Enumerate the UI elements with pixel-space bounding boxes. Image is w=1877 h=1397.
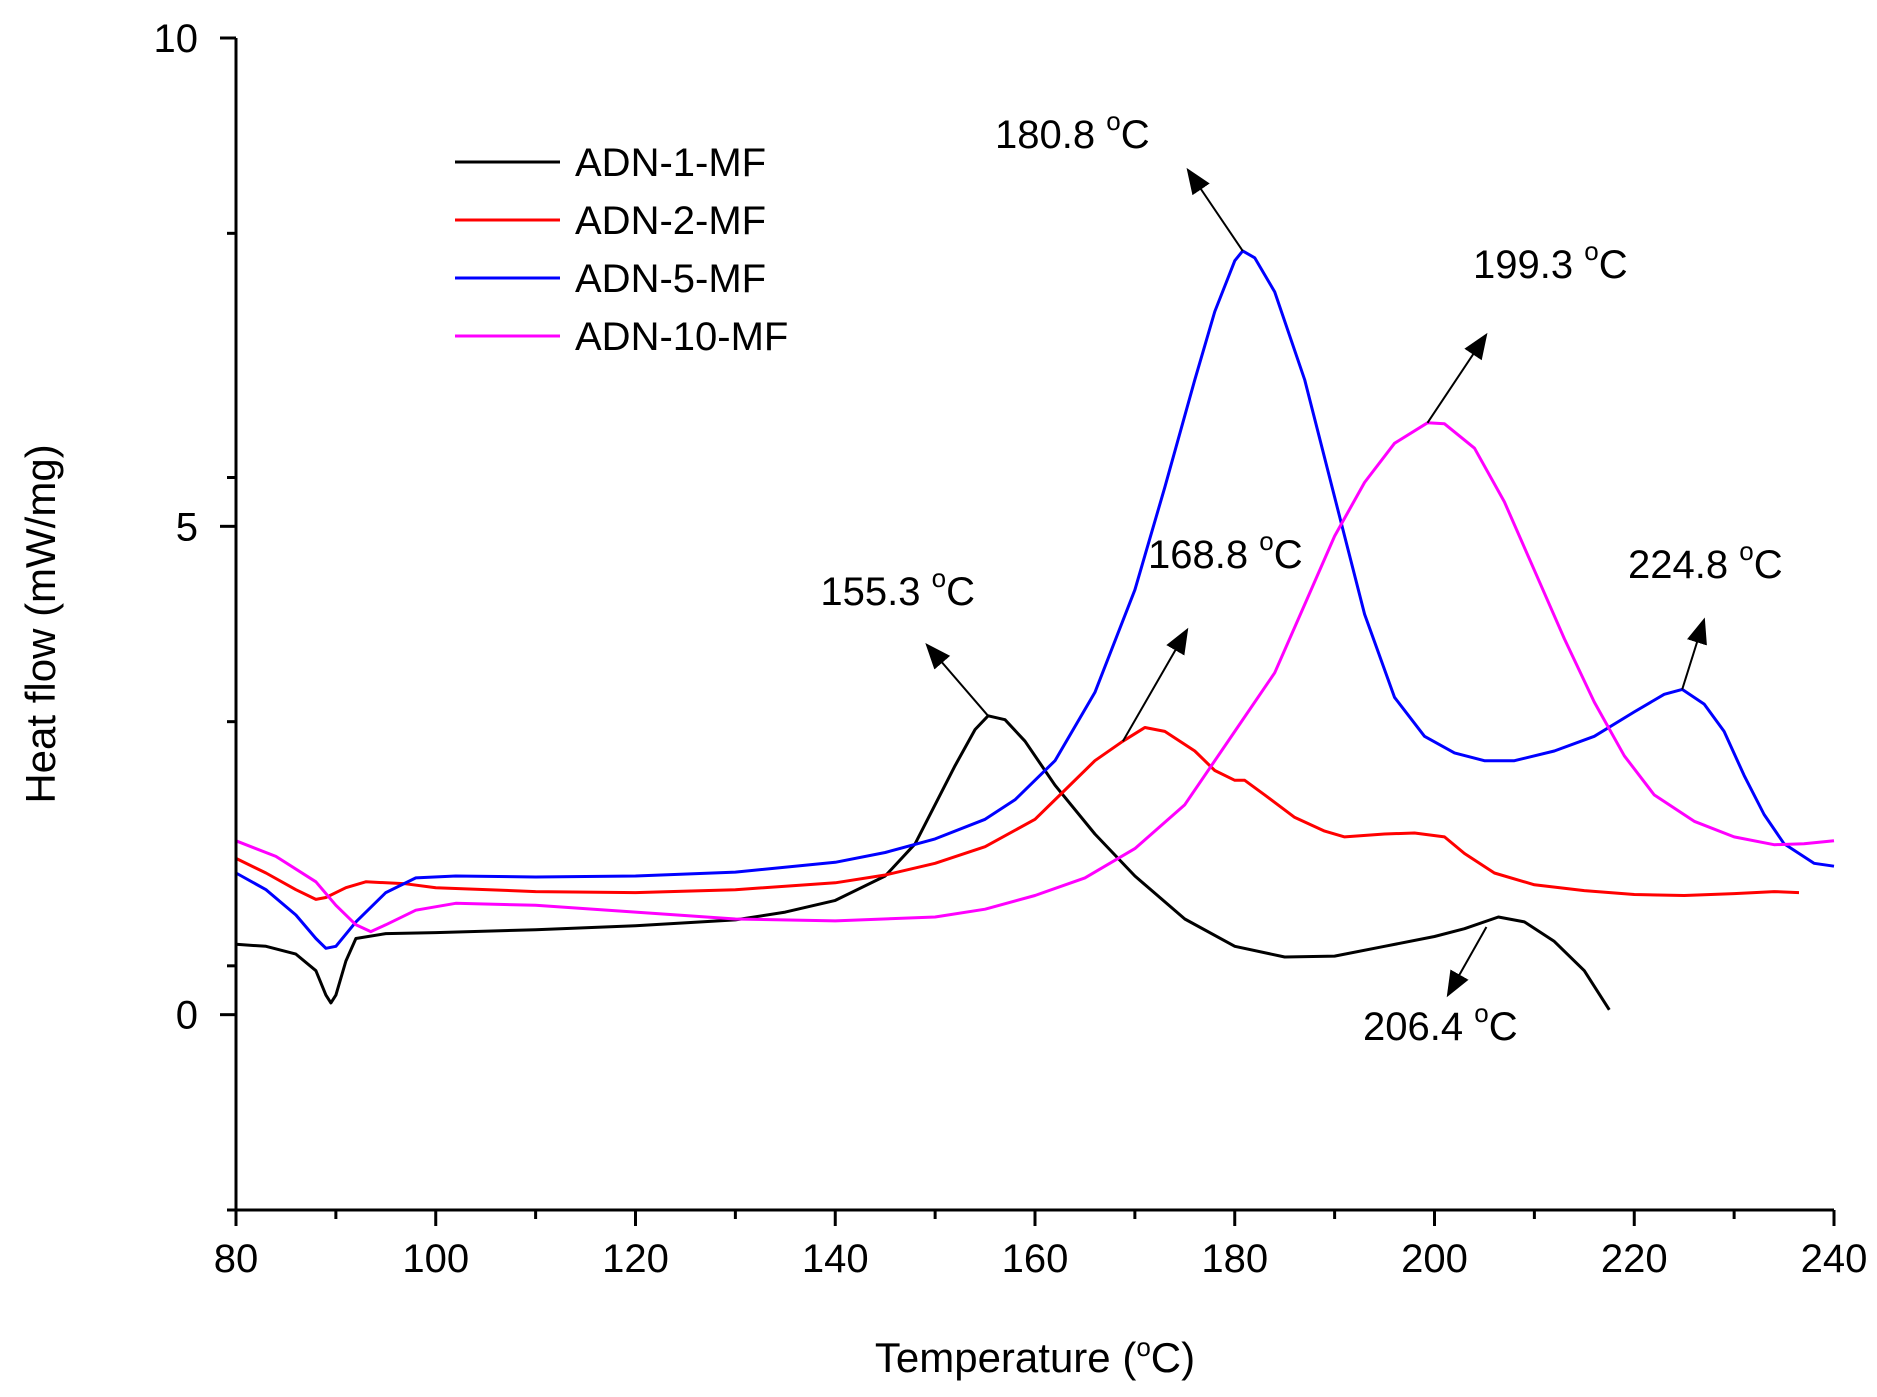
annotation-degree: o: [932, 563, 946, 593]
series-line-adn-5-mf: [235, 249, 1835, 950]
annotation-degree: o: [1474, 998, 1488, 1028]
annotation-arrow: [1446, 926, 1488, 998]
annotation-value: 180.8: [995, 113, 1106, 157]
annotation-degree: o: [1739, 536, 1753, 566]
x-axis-title-main: Temperature (: [875, 1334, 1136, 1381]
annotation-label: 155.3 oC: [820, 563, 975, 614]
y-tick-label: 0: [176, 994, 198, 1038]
annotation-value: 206.4: [1363, 1005, 1474, 1049]
x-tick-label: 80: [214, 1237, 259, 1281]
x-tick-label: 120: [602, 1237, 669, 1281]
y-tick-label: 10: [154, 17, 199, 61]
annotation-degree: o: [1584, 236, 1598, 266]
annotation-value: 224.8: [1628, 543, 1739, 587]
annotation-label: 180.8 oC: [995, 106, 1150, 157]
annotation-arrow: [1122, 627, 1189, 742]
annotation-unit: C: [1754, 543, 1783, 587]
annotation-arrow: [925, 643, 989, 717]
annotation-value: 168.8: [1148, 533, 1259, 577]
x-tick-label: 180: [1201, 1237, 1268, 1281]
annotation-unit: C: [946, 570, 975, 614]
annotation-label: 224.8 oC: [1628, 536, 1783, 587]
annotation-label: 206.4 oC: [1363, 998, 1518, 1049]
series-line-adn-10-mf: [235, 421, 1835, 934]
annotation-unit: C: [1121, 113, 1150, 157]
series-line-adn-2-mf: [235, 726, 1800, 901]
annotation-label: 168.8 oC: [1148, 526, 1303, 577]
x-axis-title-unit: C): [1151, 1334, 1195, 1381]
x-tick-label: 140: [802, 1237, 869, 1281]
annotation-arrow: [1681, 617, 1707, 690]
series-line-adn-1-mf: [235, 714, 1611, 1011]
legend-label-adn-10-mf: ADN-10-MF: [575, 315, 788, 359]
axes-group: [234, 38, 1834, 1212]
annotation-value: 199.3: [1473, 243, 1584, 287]
annotation-unit: C: [1599, 243, 1628, 287]
annotation-degree: o: [1259, 526, 1273, 556]
legend-label-adn-5-mf: ADN-5-MF: [575, 257, 766, 301]
annotation-label: 199.3 oC: [1473, 236, 1628, 287]
x-tick-label: 100: [402, 1237, 469, 1281]
legend-label-adn-1-mf: ADN-1-MF: [575, 141, 766, 185]
y-tick-label: 5: [176, 505, 198, 549]
series-group: [235, 249, 1835, 1011]
x-tick-label: 200: [1401, 1237, 1468, 1281]
legend-label-adn-2-mf: ADN-2-MF: [575, 199, 766, 243]
annotation-unit: C: [1489, 1005, 1518, 1049]
y-axis-title: Heat flow (mW/mg): [17, 444, 64, 803]
annotation-arrow: [1186, 167, 1244, 252]
ticks-group: 80 100 120 140 160 180 200 220 240 0 5 10: [154, 17, 1868, 1281]
annotation-degree: o: [1106, 106, 1120, 136]
x-tick-label: 220: [1601, 1237, 1668, 1281]
x-tick-label: 240: [1801, 1237, 1868, 1281]
annotation-value: 155.3: [820, 570, 931, 614]
x-tick-label: 160: [1002, 1237, 1069, 1281]
x-axis-title-degree: o: [1136, 1332, 1150, 1362]
annotation-unit: C: [1274, 533, 1303, 577]
legend: ADN-1-MF ADN-2-MF ADN-5-MF ADN-10-MF: [455, 141, 788, 359]
x-axis-title: Temperature (oC): [875, 1332, 1195, 1381]
annotation-arrow: [1426, 332, 1488, 424]
